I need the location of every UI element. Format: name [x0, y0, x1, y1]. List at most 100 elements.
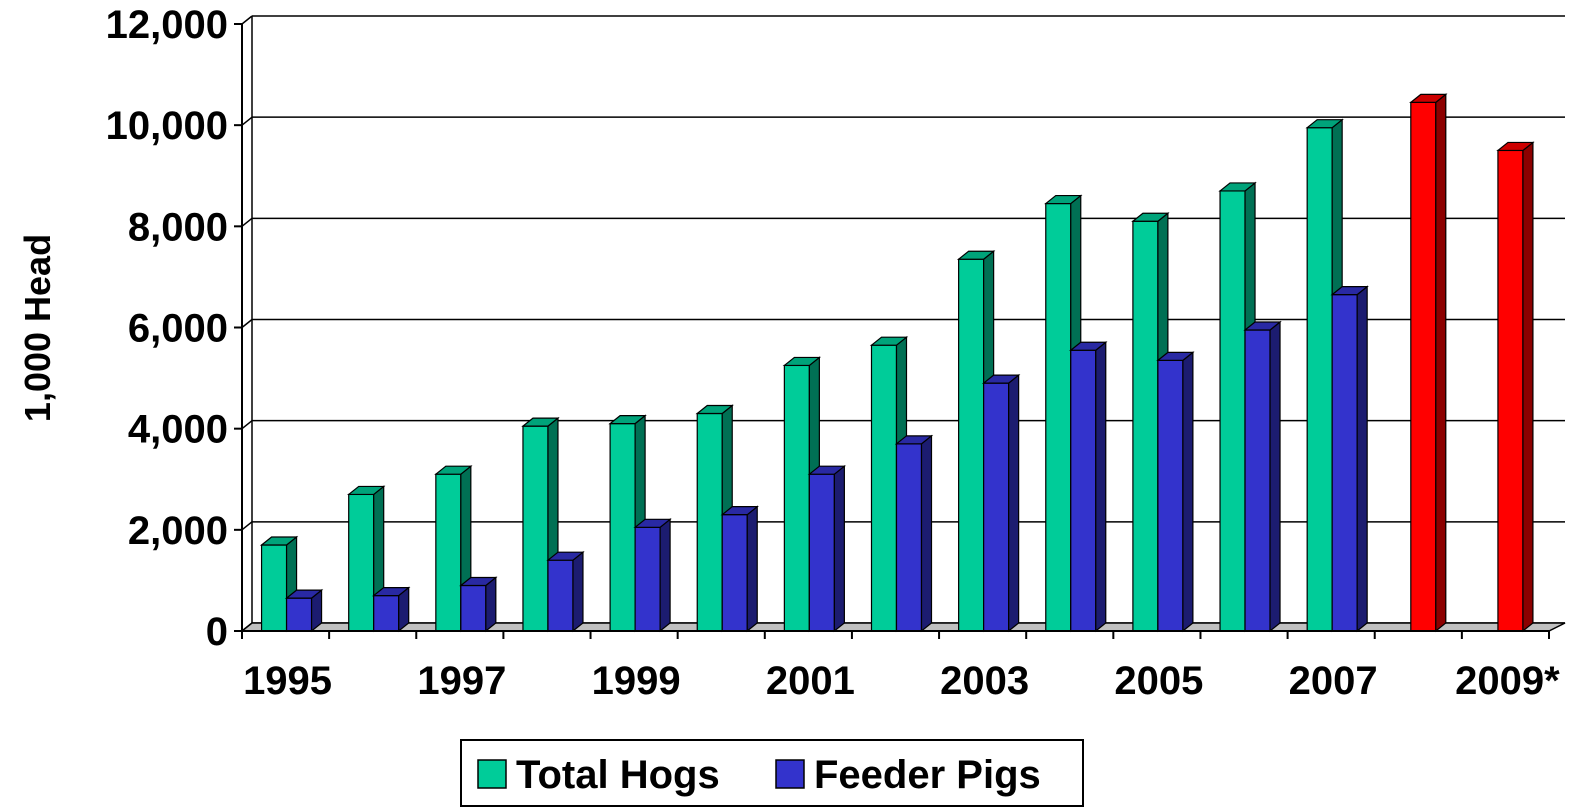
- bar-front: [1497, 149, 1524, 632]
- bar-top: [807, 465, 847, 475]
- y-tick-label: 12,000: [106, 3, 228, 47]
- bar-feeder-pigs: [981, 373, 1021, 633]
- bar-side: [1269, 320, 1281, 633]
- x-tick-label: 2003: [940, 659, 1029, 703]
- bar-top: [608, 415, 647, 425]
- bar-feeder-pigs: [720, 505, 759, 633]
- bar-side: [485, 576, 497, 633]
- legend-box: [460, 739, 1084, 807]
- bar-front: [260, 544, 288, 632]
- x-tick-label: 2007: [1289, 659, 1378, 703]
- legend-label: Total Hogs: [516, 753, 720, 797]
- y-tick-label: 10,000: [106, 104, 228, 148]
- bar-side: [1095, 341, 1107, 633]
- bar-top: [1131, 212, 1170, 222]
- bar-feeder-pigs: [894, 434, 934, 633]
- bar-projection: [1496, 141, 1535, 633]
- bar-front: [547, 559, 574, 632]
- x-tick-label: 2005: [1114, 659, 1203, 703]
- bar-side: [920, 434, 933, 633]
- bar-feeder-pigs: [1069, 341, 1108, 633]
- bar-feeder-pigs: [1330, 285, 1369, 633]
- y-tick-label: 8,000: [128, 205, 228, 249]
- bar-side: [1356, 285, 1368, 633]
- bar-front: [1410, 101, 1437, 632]
- bar-front: [1157, 359, 1184, 632]
- bar-side: [746, 505, 758, 633]
- bar-feeder-pigs: [1243, 320, 1282, 633]
- y-tick-label: 0: [206, 610, 228, 654]
- bar-projection: [1409, 93, 1448, 633]
- y-axis-title: 1,000 Head: [17, 234, 58, 422]
- bar-front: [373, 594, 400, 632]
- bar-front: [1244, 329, 1271, 632]
- bar-side: [833, 464, 845, 633]
- legend-swatch: [477, 759, 507, 789]
- x-tick-label: 1999: [592, 659, 681, 703]
- bar-front: [634, 526, 661, 632]
- gridline-diagonal: [241, 420, 253, 430]
- legend: Total Hogs Feeder Pigs: [460, 739, 1084, 807]
- bars: [259, 93, 1535, 633]
- gridline-diagonal: [241, 521, 253, 531]
- x-tick-label: 2009*: [1455, 659, 1560, 703]
- gridline-diagonal: [241, 116, 253, 126]
- y-tick-label: 4,000: [128, 408, 228, 452]
- bar-front: [696, 412, 723, 632]
- bar-front: [1132, 220, 1159, 632]
- bar-feeder-pigs: [371, 586, 411, 633]
- bar-front: [609, 423, 636, 632]
- bar-top: [981, 374, 1021, 384]
- bar-front: [870, 344, 898, 632]
- bar-top: [346, 485, 386, 496]
- bar-front: [1045, 202, 1072, 632]
- y-tick-label: 6,000: [128, 307, 228, 351]
- bar-front: [983, 382, 1010, 632]
- bar-feeder-pigs: [1156, 351, 1195, 633]
- bar-top: [546, 551, 585, 561]
- bar-front: [460, 584, 487, 632]
- bar-side: [1182, 351, 1194, 633]
- bar-feeder-pigs: [284, 588, 324, 633]
- bar-top: [1496, 141, 1535, 152]
- bar-side: [1435, 93, 1447, 633]
- bar-front: [435, 473, 462, 632]
- bar-side: [572, 550, 584, 633]
- bar-side: [659, 518, 671, 633]
- gridline-diagonal: [241, 15, 253, 25]
- bar-top: [434, 465, 473, 475]
- bar-top: [956, 250, 996, 260]
- bar-total-hogs: [346, 485, 386, 633]
- bar-front: [1306, 127, 1333, 632]
- bar-top: [1156, 351, 1195, 361]
- bar-front: [1070, 349, 1097, 632]
- bar-feeder-pigs: [807, 464, 847, 633]
- bar-feeder-pigs: [546, 550, 585, 633]
- bar-front: [522, 425, 549, 632]
- bar-top: [1243, 321, 1282, 331]
- bar-top: [1069, 341, 1108, 351]
- bar-top: [869, 336, 909, 346]
- bar-top: [371, 586, 411, 597]
- bar-top: [695, 404, 734, 415]
- bar-feeder-pigs: [633, 518, 672, 633]
- bar-front: [958, 258, 985, 632]
- gridline-diagonal: [241, 318, 253, 329]
- bar-front: [808, 473, 835, 632]
- gridline-diagonal: [241, 217, 253, 227]
- bar-top: [894, 435, 934, 445]
- bar-front: [783, 364, 810, 632]
- y-tick-label: 2,000: [128, 509, 228, 553]
- legend-label: Feeder Pigs: [814, 753, 1041, 797]
- x-tick-label: 2001: [766, 659, 855, 703]
- bar-front: [348, 493, 375, 632]
- bar-top: [782, 356, 822, 367]
- bar-top: [284, 589, 324, 599]
- bar-top: [720, 506, 759, 516]
- bar-top: [1218, 182, 1257, 192]
- bar-top: [1305, 119, 1344, 129]
- bar-feeder-pigs: [459, 576, 498, 633]
- bar-front: [895, 443, 923, 632]
- bar-top: [1409, 93, 1448, 104]
